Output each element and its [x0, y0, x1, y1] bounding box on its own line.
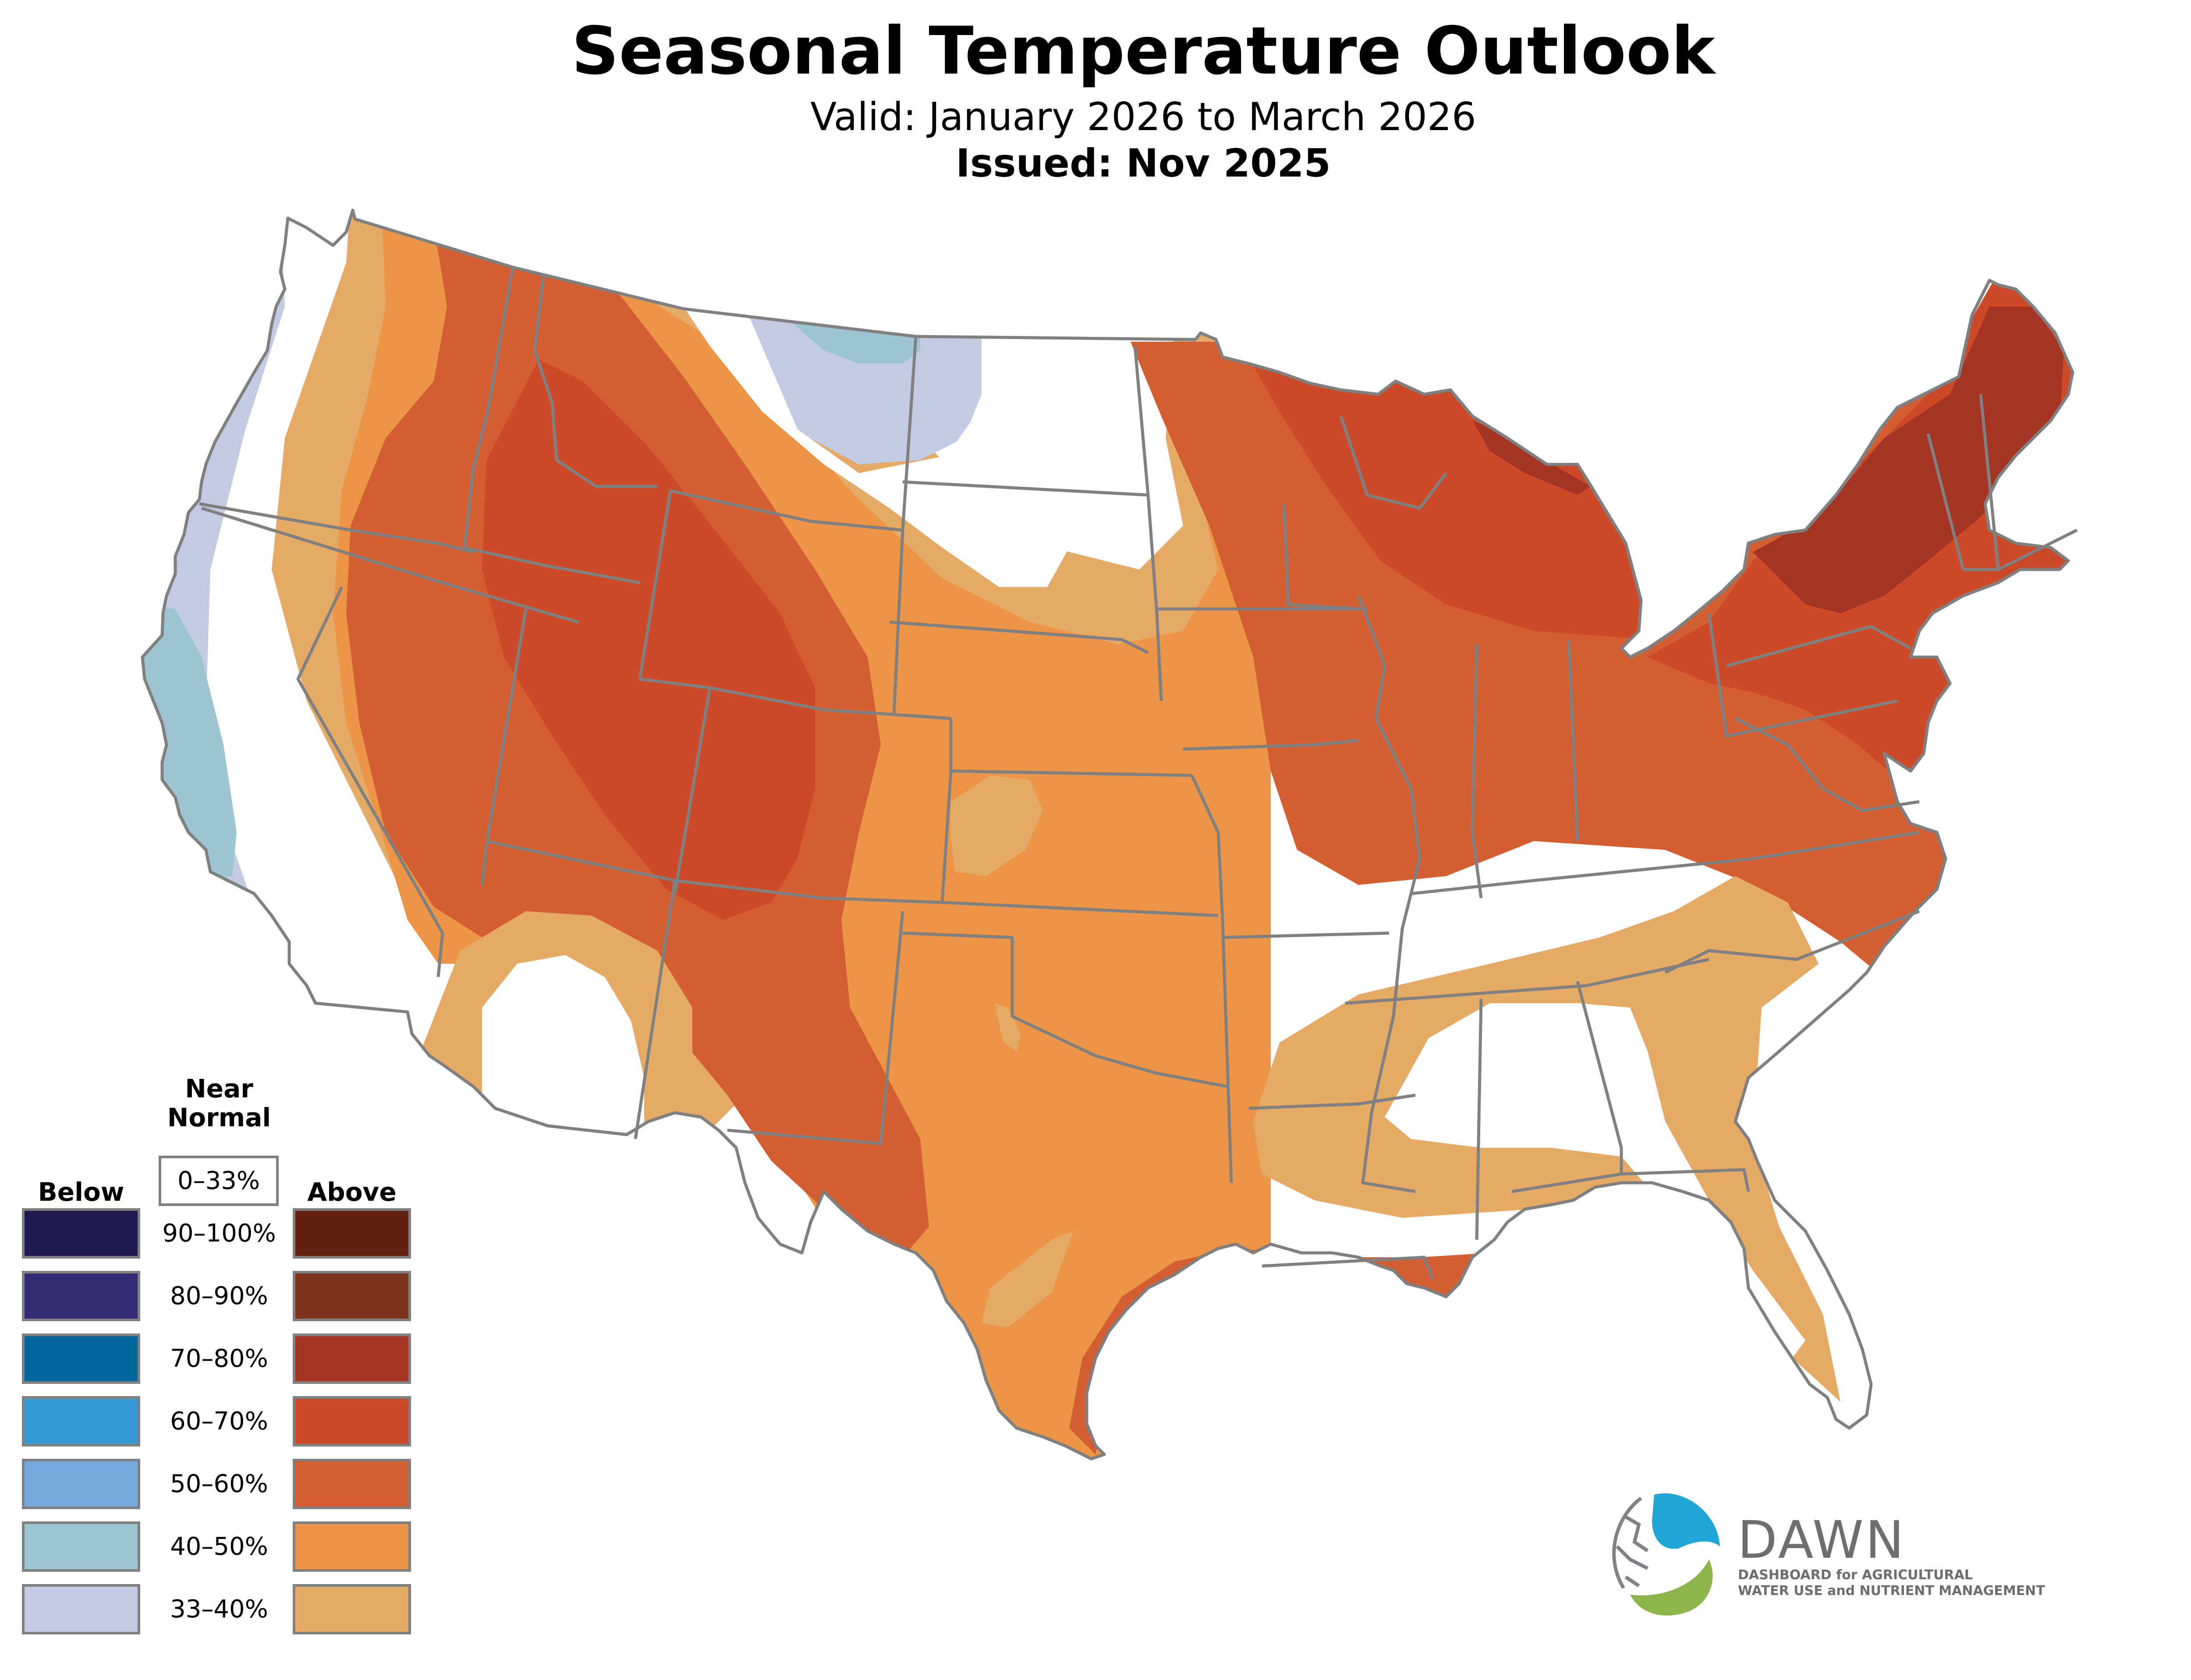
- dawn-logo-mark: [1607, 1477, 1720, 1616]
- legend-range-label: 80–90%: [170, 1282, 268, 1310]
- border-or-ca-nv: [201, 506, 579, 624]
- logo-tagline: DASHBOARD for AGRICULTURAL WATER USE and…: [1738, 1567, 2045, 1599]
- zone-above-33-40-colorado-pocket: [951, 775, 1043, 876]
- border-nm-tx: [727, 911, 904, 1145]
- zone-near-normal-southeast: [1385, 1003, 1805, 1358]
- border-nd-sd: [902, 480, 1149, 497]
- legend-swatch-below: [22, 1271, 140, 1321]
- border-ok-tx: [902, 931, 1227, 1088]
- border-in-oh: [1567, 639, 1579, 842]
- border-il-in: [1471, 644, 1483, 898]
- border-ca-nv: [296, 586, 444, 977]
- border-az-nm: [634, 880, 677, 1139]
- border-mn-west: [1133, 346, 1163, 701]
- legend-normal-label: Normal: [167, 1103, 271, 1132]
- legend-range-label: 90–100%: [162, 1219, 276, 1248]
- legend-range-label: 40–50%: [170, 1532, 268, 1561]
- border-wi-mi: [1339, 415, 1447, 510]
- legend-swatch-above: [293, 1584, 411, 1634]
- border-id-mt: [533, 276, 657, 488]
- border-az-ut-nm-co: [486, 839, 1219, 917]
- border-oh-pa-wv: [1707, 613, 1898, 738]
- zone-above-70-80-michigan-edge: [1472, 421, 1591, 495]
- legend-swatch-above: [293, 1271, 411, 1321]
- legend-swatch-below: [22, 1584, 140, 1634]
- legend-swatch-above: [293, 1459, 411, 1509]
- issued-date: Issued: Nov 2025: [956, 141, 1331, 186]
- logo-water-drop: [1652, 1493, 1720, 1549]
- border-ia-mo: [1183, 739, 1359, 751]
- border-ne-ks: [950, 769, 1192, 777]
- border-ks-mo-ok: [1190, 775, 1233, 1183]
- legend-swatch-below: [22, 1333, 140, 1384]
- logo-name: DAWN: [1737, 1510, 1906, 1570]
- border-ga-sc-nc: [1664, 909, 1920, 974]
- border-id-ut-nv: [464, 546, 640, 584]
- border-mt-nd-sd: [892, 336, 918, 714]
- legend-near-label: Near: [185, 1074, 253, 1103]
- zone-above-33-40-panhandle-pocket: [995, 1003, 1021, 1051]
- border-nv-ut: [480, 608, 528, 885]
- border-tn-ms-al: [1345, 958, 1709, 1005]
- zone-above-60-70-west: [482, 359, 815, 920]
- zone-above-33-40-texas-pocket: [982, 1231, 1074, 1327]
- border-al-ga: [1576, 981, 1623, 1174]
- border-ms-al: [1475, 998, 1483, 1240]
- zone-near-normal-dakotas: [649, 254, 1069, 587]
- border-ar-la: [1248, 1093, 1416, 1110]
- logo-leaf: [1630, 1560, 1713, 1616]
- border-sd-ne: [889, 620, 1149, 654]
- border-va-nc-wv: [1734, 717, 1920, 812]
- legend-swatch-above: [293, 1521, 411, 1572]
- legend-range-label: 33–40%: [170, 1595, 268, 1623]
- legend-swatch-above: [293, 1333, 411, 1384]
- valid-period: Valid: January 2026 to March 2026: [810, 94, 1476, 139]
- border-ga-fl: [1511, 1168, 1750, 1193]
- border-wi-mn: [1282, 503, 1363, 611]
- zone-above-70-80-northeast: [1753, 307, 2064, 613]
- border-ny-vt-nh-me: [1926, 394, 2078, 571]
- page-title: Seasonal Temperature Outlook: [571, 13, 1715, 89]
- probability-zones: [142, 210, 2073, 1459]
- logo-tagline-line2: WATER USE and NUTRIENT MANAGEMENT: [1738, 1583, 2045, 1599]
- legend-swatch-below: [22, 1396, 140, 1447]
- border-ky-tn: [1411, 831, 1920, 895]
- border-ok-ar: [1222, 931, 1390, 939]
- legend-swatch-below: [22, 1521, 140, 1572]
- legend-swatch-above: [293, 1208, 411, 1259]
- legend-swatch-above: [293, 1396, 411, 1447]
- legend-near-normal-range: 0–33%: [159, 1156, 279, 1206]
- legend-below-heading: Below: [38, 1177, 124, 1207]
- legend-range-label: 70–80%: [170, 1344, 268, 1373]
- zone-near-normal-arizona: [482, 955, 644, 1157]
- border-wa-or: [199, 502, 474, 554]
- logo-tagline-line1: DASHBOARD for AGRICULTURAL: [1738, 1567, 1973, 1583]
- legend-swatch-below: [22, 1208, 140, 1259]
- border-ut-co: [673, 687, 712, 894]
- logo-circuit: [1612, 1496, 1649, 1589]
- border-wy-co-ut: [639, 677, 951, 720]
- border-mt-wy: [670, 489, 903, 532]
- legend-range-label: 60–70%: [170, 1407, 268, 1436]
- legend-above-heading: Above: [307, 1177, 397, 1207]
- legend-swatch-below: [22, 1459, 140, 1509]
- legend-near-normal-heading: Near Normal: [158, 1074, 280, 1132]
- border-wy-west: [638, 490, 672, 679]
- border-la-ms: [1262, 1256, 1435, 1280]
- legend-range-label: 50–60%: [170, 1470, 268, 1498]
- border-pa-ny: [1726, 625, 1911, 668]
- border-id-west: [463, 267, 514, 548]
- state-borders: [142, 210, 2078, 1459]
